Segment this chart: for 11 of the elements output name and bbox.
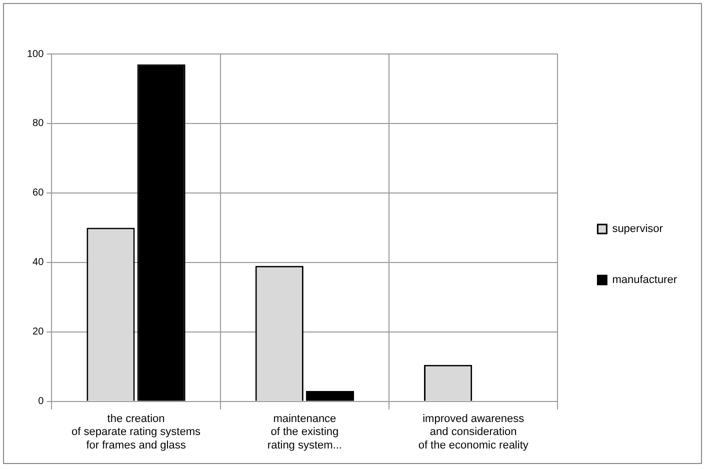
x-tick-label: maintenance of the existing rating system...	[267, 413, 342, 452]
x-tick-label: the creation of separate rating systems for frames and glass	[72, 413, 202, 452]
y-tick-label: 40	[32, 257, 44, 268]
y-tick-label: 20	[32, 326, 44, 338]
legend-label: manufacturer	[612, 274, 678, 286]
y-tick-label: 80	[32, 118, 44, 130]
y-tick-label: 100	[26, 48, 44, 60]
y-tick-label: 0	[38, 396, 44, 408]
y-tick-label: 60	[32, 188, 44, 199]
x-tick-label: improved awareness and consideration of the economic reality	[418, 413, 529, 452]
legend-label: supervisor	[612, 223, 664, 236]
